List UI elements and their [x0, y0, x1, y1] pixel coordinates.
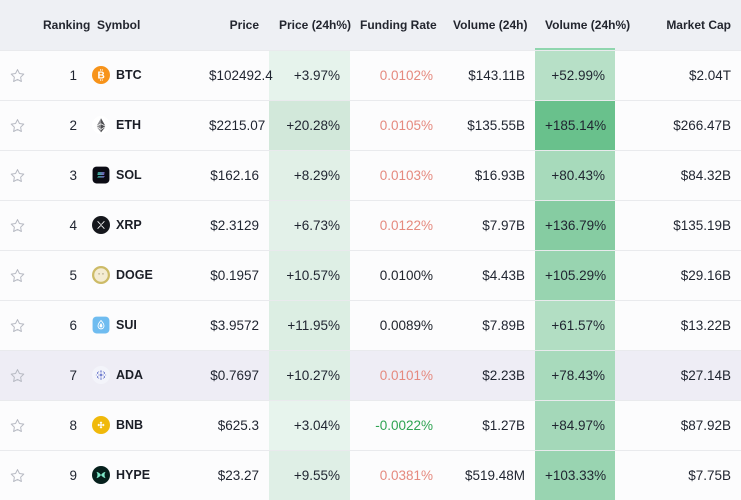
- svg-text:B: B: [98, 70, 105, 81]
